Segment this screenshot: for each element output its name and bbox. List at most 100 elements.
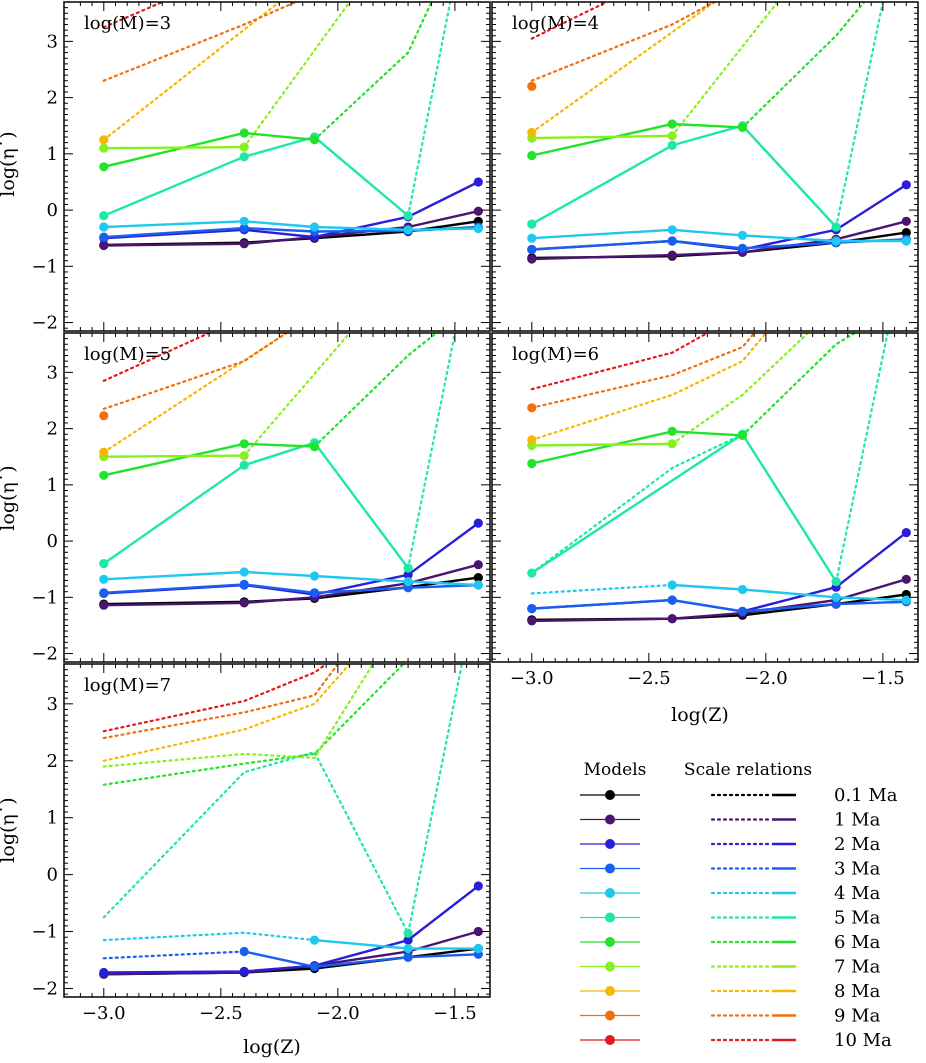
model-line (103, 131, 315, 168)
model-point (309, 442, 320, 452)
model-point (527, 81, 537, 91)
model-point (239, 128, 249, 138)
legend-item: 5 Ma (580, 908, 881, 929)
model-line (243, 950, 479, 969)
model-point (667, 131, 677, 141)
legend-model-marker (605, 790, 615, 800)
legend-label: 2 Ma (834, 834, 881, 855)
legend-model-marker (605, 986, 615, 996)
model-point (667, 580, 677, 590)
x-axis-label: log(Z) (671, 704, 729, 726)
y-tick-label: −1 (31, 256, 58, 277)
x-tick-label: −2.5 (627, 668, 671, 689)
model-point (527, 604, 537, 614)
panel-frame (491, 332, 919, 663)
scale-relation-line (671, 2, 779, 137)
model-point (239, 152, 249, 162)
y-tick-label: 0 (47, 200, 58, 221)
model-line (103, 885, 480, 974)
scale-relation-line (102, 664, 463, 937)
scale-relation-line (741, 333, 856, 437)
model-point (473, 580, 483, 590)
model-point (239, 223, 249, 233)
model-point (99, 232, 109, 242)
legend-label: 6 Ma (834, 932, 881, 953)
y-axis-label: log(η˙) (0, 131, 19, 196)
panel-frame (63, 332, 491, 663)
model-point (403, 944, 413, 954)
scale-relation-line (102, 931, 316, 942)
model-point (527, 244, 537, 255)
model-point (239, 142, 249, 152)
model-point (403, 225, 413, 235)
y-tick-label: −2 (31, 644, 58, 665)
model-point (403, 211, 413, 221)
model-line (531, 578, 907, 623)
legend-item: 3 Ma (580, 859, 881, 880)
model-line (531, 122, 743, 157)
model-point (309, 222, 320, 232)
model-point (737, 122, 748, 132)
model-point (239, 451, 249, 461)
model-line (672, 583, 907, 602)
model-point (901, 216, 911, 226)
scale-relation-line (243, 2, 351, 149)
model-point (737, 430, 748, 440)
scale-relation-line (102, 664, 405, 786)
legend-model-marker (605, 839, 615, 849)
y-tick-label: −1 (31, 922, 58, 943)
model-point (99, 411, 109, 421)
model-point (99, 559, 109, 569)
model-point (473, 926, 483, 937)
panel-label: log(M)=7 (84, 675, 171, 696)
legend-label: 7 Ma (834, 957, 881, 978)
model-point (239, 239, 249, 249)
legend-label: 10 Ma (834, 1030, 892, 1051)
panel-frame (63, 663, 491, 998)
model-point (737, 584, 748, 595)
scale-relation-line (530, 2, 608, 40)
model-point (99, 588, 109, 598)
model-point (831, 222, 841, 232)
scale-relation-line (741, 2, 866, 129)
chart-panel: −2 −1 0 1 2 3 log(M)=3 (31, 1, 491, 334)
model-point (831, 236, 841, 246)
legend-label: 5 Ma (834, 908, 881, 929)
legend-item: 2 Ma (580, 834, 881, 855)
y-tick-label: 0 (47, 531, 58, 552)
legend-model-marker (605, 1035, 615, 1045)
panel-label: log(M)=3 (84, 13, 171, 34)
scale-relation-line (530, 2, 716, 134)
model-point (667, 236, 677, 246)
y-tick-label: 2 (47, 419, 58, 440)
y-tick-label: −1 (31, 587, 58, 608)
model-point (99, 470, 109, 480)
y-tick-label: −2 (31, 978, 58, 999)
x-tick-label: −2.0 (316, 1003, 360, 1024)
y-tick-label: 0 (47, 865, 58, 886)
x-axis-label: log(Z) (243, 1036, 301, 1058)
legend-label: 0.1 Ma (834, 785, 898, 806)
scale-relation-line (102, 2, 281, 141)
panel-label: log(M)=6 (512, 344, 599, 365)
model-point (473, 177, 483, 187)
model-point (99, 967, 109, 978)
y-tick-label: 3 (47, 694, 58, 715)
model-point (667, 119, 677, 129)
model-point (667, 426, 677, 436)
model-line (103, 220, 479, 232)
chart-panel: log(M)=4 (491, 1, 919, 332)
scale-relation-line (834, 2, 885, 229)
model-point (239, 460, 249, 470)
model-point (527, 233, 537, 243)
model-point (239, 216, 249, 226)
legend-label: 4 Ma (834, 883, 881, 904)
model-point (527, 254, 537, 264)
scale-relation-line (102, 2, 164, 29)
legend-label: 1 Ma (834, 810, 881, 831)
model-point (309, 135, 320, 145)
model-point (831, 577, 841, 587)
model-point (99, 447, 109, 457)
scale-relation-line (407, 333, 456, 570)
legend-model-marker (605, 937, 615, 947)
